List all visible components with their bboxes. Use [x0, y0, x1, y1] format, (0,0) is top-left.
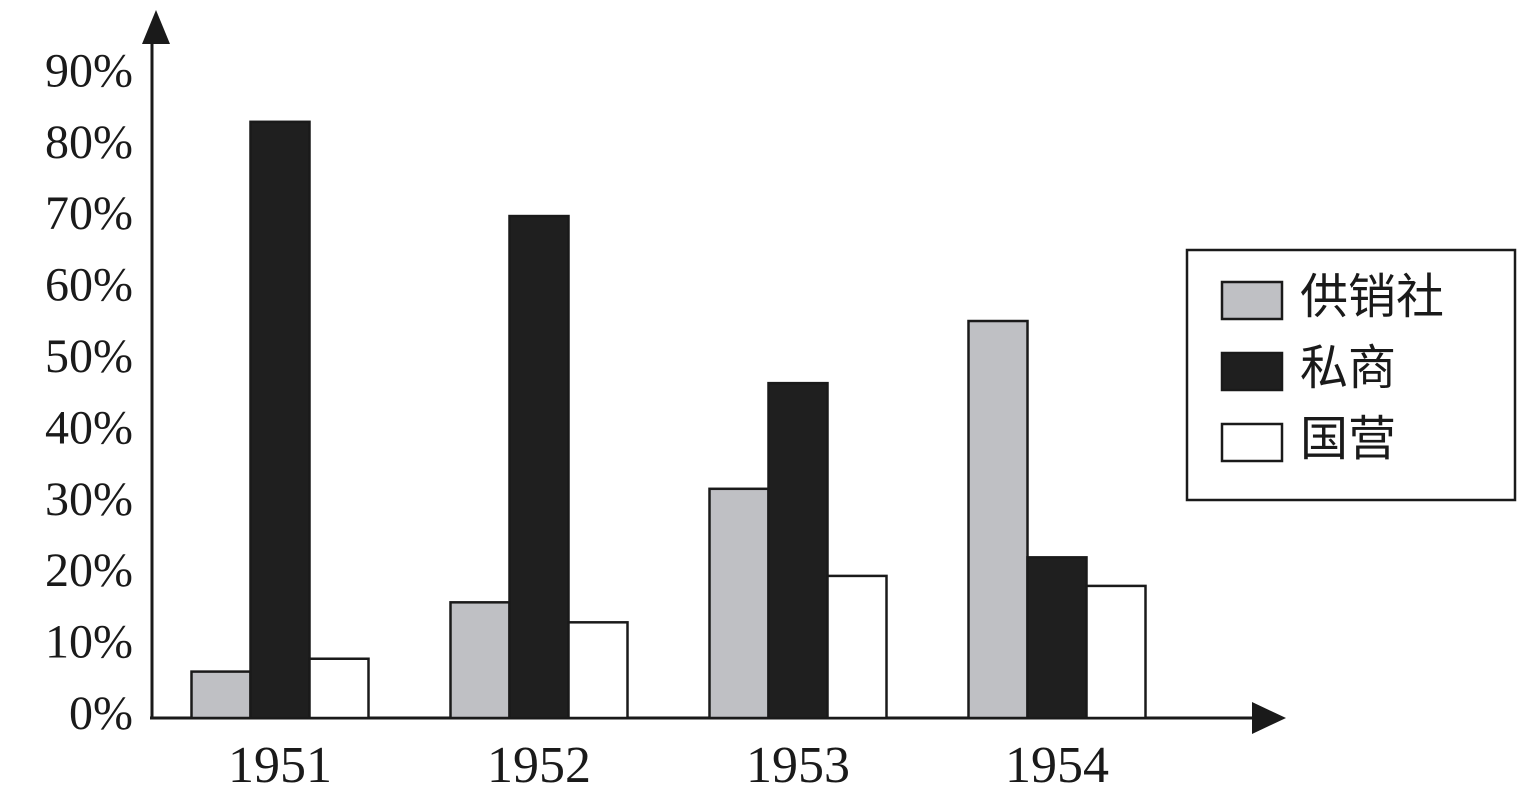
legend-label: 私商 — [1300, 340, 1396, 396]
y-tick-label: 70% — [45, 187, 133, 240]
legend-swatch — [1220, 351, 1284, 392]
bar — [708, 487, 770, 720]
x-tick-label: 1953 — [746, 737, 850, 794]
y-tick-label: 10% — [45, 616, 133, 669]
y-tick-label: 40% — [45, 401, 133, 454]
y-tick-label: 20% — [45, 544, 133, 597]
bar — [508, 214, 570, 720]
y-tick-label: 50% — [45, 330, 133, 383]
bar — [308, 657, 370, 720]
bar — [767, 381, 829, 720]
bar — [567, 621, 629, 720]
y-tick-label: 60% — [45, 259, 133, 312]
bar — [190, 670, 252, 720]
y-axis-arrow — [142, 10, 170, 44]
legend-label: 供销社 — [1300, 269, 1444, 325]
y-tick-label: 90% — [45, 44, 133, 97]
y-tick-label: 0% — [69, 687, 133, 740]
x-tick-label: 1954 — [1005, 737, 1109, 794]
bar — [249, 120, 311, 720]
y-tick-label: 80% — [45, 116, 133, 169]
bar — [826, 574, 888, 720]
bar — [967, 319, 1029, 720]
x-tick-label: 1951 — [228, 737, 332, 794]
legend-label: 国营 — [1300, 411, 1396, 467]
y-tick-label: 30% — [45, 473, 133, 526]
x-axis-arrow — [1252, 702, 1286, 734]
bar — [1026, 556, 1088, 720]
bar — [449, 601, 511, 720]
bar — [1085, 584, 1147, 720]
legend-swatch — [1220, 280, 1284, 321]
x-tick-label: 1952 — [487, 737, 591, 794]
legend-swatch — [1220, 422, 1284, 463]
